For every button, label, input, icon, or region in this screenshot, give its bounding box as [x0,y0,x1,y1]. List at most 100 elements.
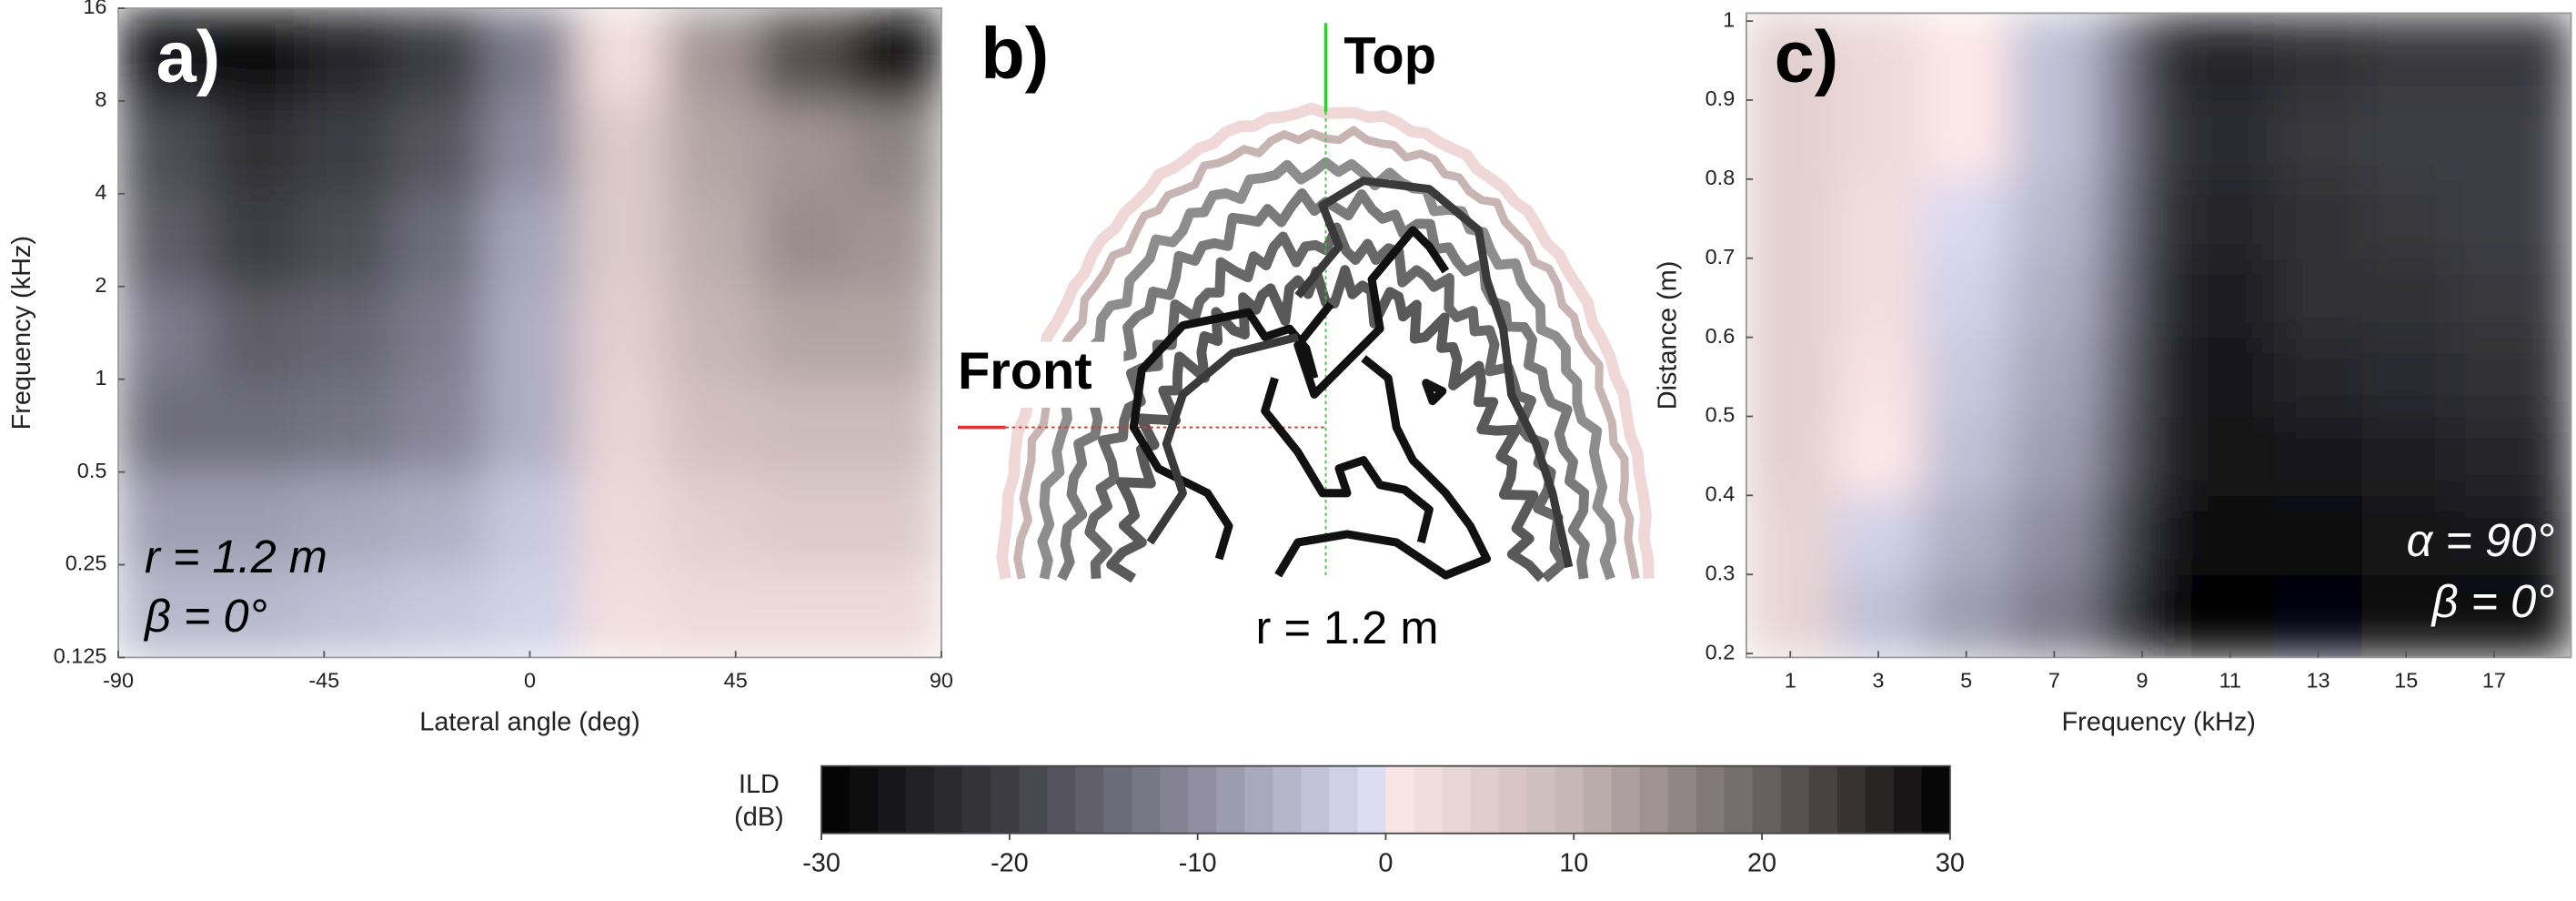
heatmap-cell [2450,13,2571,101]
heatmap-cell [1746,13,1836,101]
heatmap-cell [2010,100,2099,180]
heatmap-cell [2186,495,2276,576]
heatmap-cell [484,100,577,195]
colorbar-band [1188,765,1218,834]
heatmap-cell [118,564,211,658]
heatmap-cell [758,100,851,195]
heatmap-cell [1834,416,1924,497]
colorbar-band [1696,765,1726,834]
heatmap-cell [2142,13,2188,101]
heatmap-cell [484,193,577,288]
heatmap-cell [2098,258,2143,339]
heatmap-cell [667,193,760,288]
heatmap-cell [209,193,303,288]
annotation: β = 0° [143,590,267,642]
heatmap-cell [2361,13,2451,101]
heatmap-cell [392,286,486,380]
heatmap-cell [1922,13,2011,101]
heatmap-cell [2186,100,2276,180]
heatmap-cell [2361,178,2451,259]
contour-line [1146,332,1299,545]
heatmap-cell [2142,100,2188,180]
heatmap-cell [2361,100,2451,180]
y-tick-label: 1 [95,366,106,390]
heatmap-cell [2450,495,2571,576]
heatmap-cell [2142,416,2188,497]
annotation: r = 1.2 m [145,531,327,582]
y-tick-label: 0.3 [1706,561,1736,584]
heatmap-cell [1746,495,1836,576]
colorbar-band [1836,765,1867,834]
heatmap-cell [2142,574,2188,658]
colorbar-band [821,765,850,834]
y-tick-label: 0.7 [1706,245,1736,268]
heatmap-cell [2274,178,2363,259]
heatmap-cell [2186,178,2276,259]
colorbar-band [1244,765,1274,834]
y-tick-label: 0.5 [77,459,107,482]
y-tick-label: 4 [95,180,106,204]
contour-line [1294,177,1574,569]
x-tick-label: 45 [724,669,748,693]
heatmap-cell [2274,258,2363,339]
colorbar-band [1639,765,1669,834]
colorbar-band [1329,765,1359,834]
heatmap-cell [2274,337,2363,418]
heatmap-cell [575,286,669,380]
heatmap-cell [1922,574,2011,658]
heatmap-cell [1746,574,1836,658]
panel-b [957,23,1655,583]
heatmap-cell [2010,258,2099,339]
colorbar-band [1752,765,1782,834]
colorbar-band [1470,765,1500,834]
heatmap-cell [758,193,851,288]
heatmap-cell [1746,178,1836,259]
heatmap-cell [392,100,486,195]
colorbar-band [1357,765,1387,834]
y-tick-label: 8 [95,87,106,111]
heatmap-cell [2010,13,2099,101]
heatmap-cell [118,193,211,288]
heatmap-cell [484,471,577,566]
colorbar-band [1442,765,1472,834]
heatmap-cell [1834,178,1924,259]
colorbar-band [1893,765,1923,834]
heatmap-cell [758,286,851,380]
colorbar-band [962,765,991,834]
heatmap-cell [667,100,760,195]
heatmap-cell [118,286,211,380]
x-tick-label: 1 [1785,669,1796,693]
colorbar-band [1385,765,1415,834]
heatmap-cell [2010,416,2099,497]
heatmap-cell [1834,258,1924,339]
heatmap-cell [484,379,577,473]
contour-line [1261,377,1434,544]
y-axis-label: Frequency (kHz) [7,236,36,430]
colorbar-band [1667,765,1697,834]
panel-label: a) [156,16,221,97]
heatmap-cell [575,471,669,566]
heatmap-cell [2450,337,2571,418]
heatmap-cell [667,286,760,380]
heatmap-cell [575,100,669,195]
y-tick-label: 0.125 [54,644,107,668]
heatmap-cell [118,379,211,473]
x-tick-label: -90 [103,669,134,693]
colorbar-tick-label: -30 [802,849,840,878]
colorbar-tick-label: 20 [1747,849,1776,878]
heatmap-cell [1746,416,1836,497]
x-tick-label: 3 [1872,669,1884,693]
contour-line [1129,308,1319,561]
heatmap-cell [850,286,941,380]
heatmap-cell [392,379,486,473]
heatmap-cell [301,379,394,473]
heatmap-cell [2361,574,2451,658]
heatmap-cell [484,286,577,380]
heatmap-cell [118,471,211,566]
colorbar-band [1808,765,1838,834]
heatmap-cell [2098,13,2143,101]
heatmap-cell [758,564,851,658]
heatmap-cell [2010,574,2099,658]
x-tick-label: 9 [2137,669,2148,693]
heatmap-cell [667,564,760,658]
